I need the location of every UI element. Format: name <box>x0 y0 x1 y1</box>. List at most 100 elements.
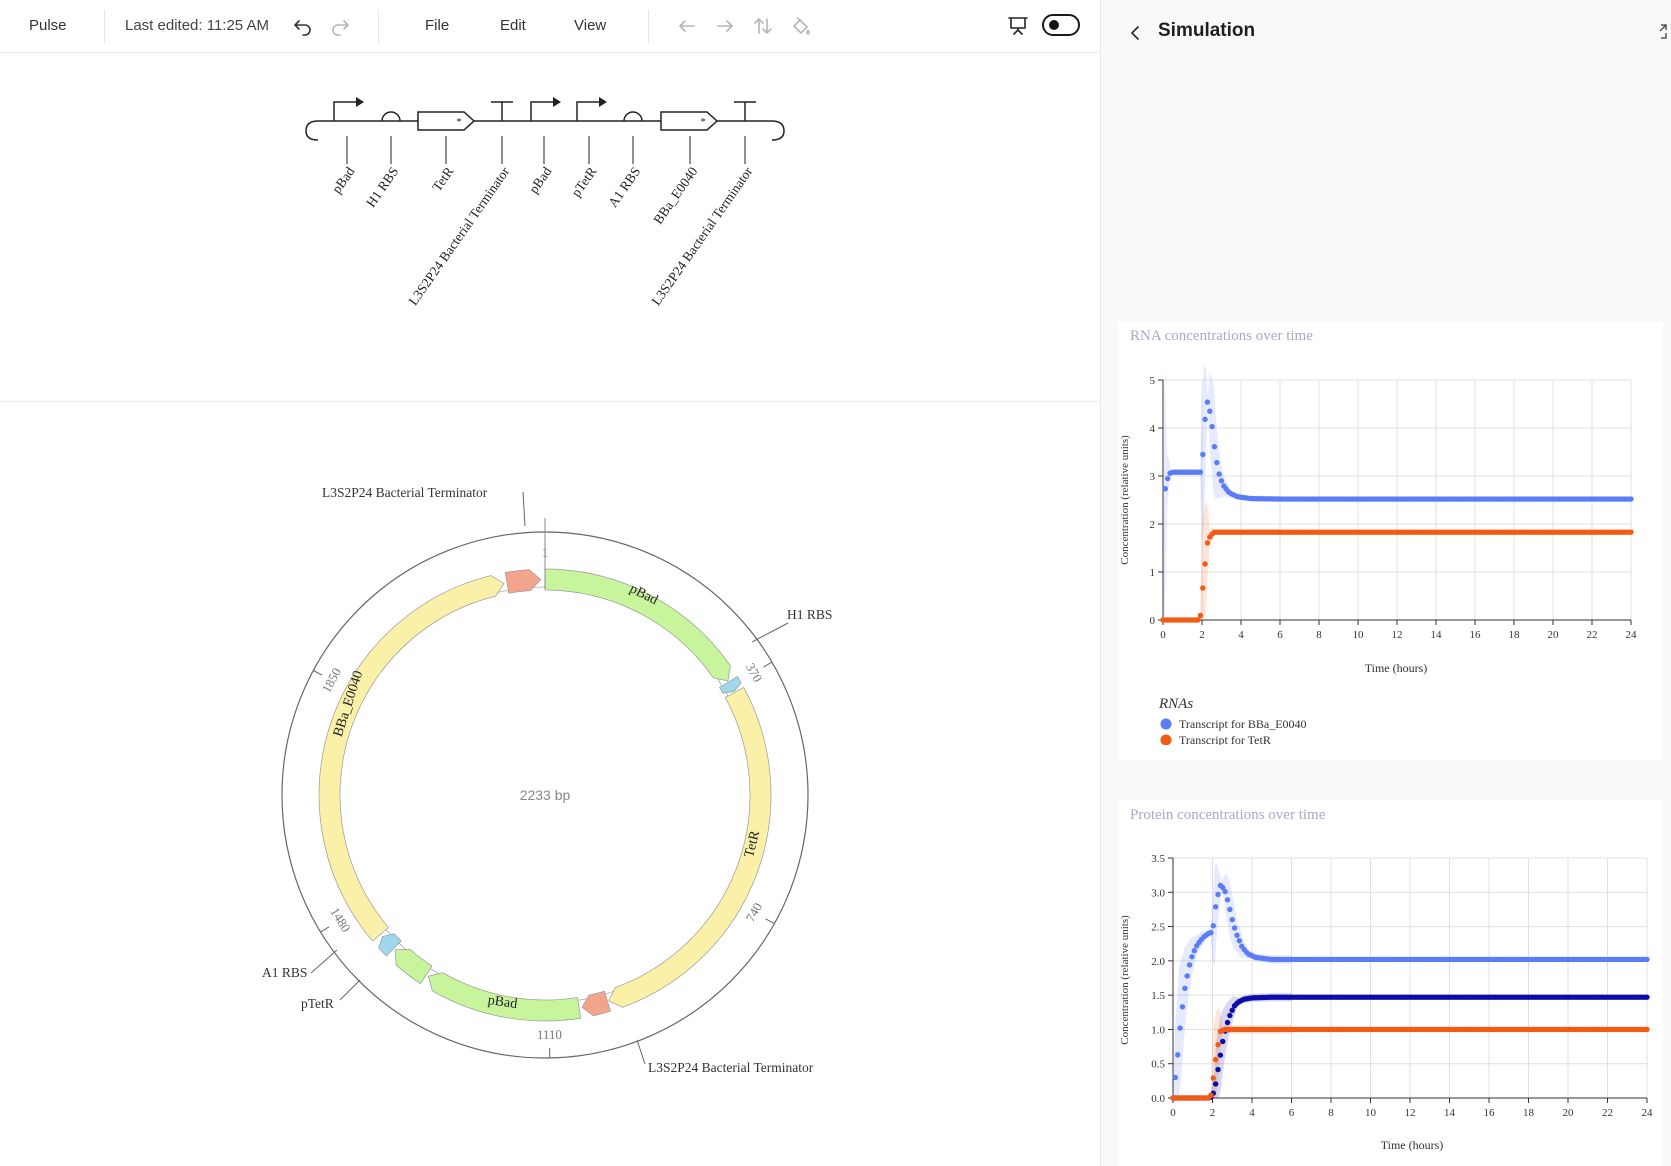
toggle-switch[interactable] <box>1042 14 1080 36</box>
sbol-design-canvas[interactable]: * * pBad H1 RBS TetR L3S2P24 Bacterial T… <box>0 55 1100 355</box>
y-tick-label: 3.0 <box>1151 887 1165 899</box>
toggle-knob <box>1049 20 1059 30</box>
protein-tick-labels: 0 2 4 6 8 10 12 14 16 18 20 22 240.00.51.01.52.02.53… <box>1151 853 1653 1119</box>
series-band <box>1173 863 1292 1098</box>
undo-icon[interactable] <box>290 13 316 39</box>
outer-label-terminator-bottom[interactable]: L3S2P24 Bacterial Terminator <box>648 1060 814 1075</box>
promoter-glyph-2 <box>530 101 553 121</box>
protein-chart[interactable]: 0 2 4 6 8 10 12 14 16 18 20 22 240.00.51.01.52.02.53… <box>1110 835 1665 1166</box>
panel-title: Simulation <box>1158 20 1256 41</box>
x-tick-label: 8 <box>1328 1107 1334 1119</box>
last-edited-label: Last edited: 11:25 AM <box>125 17 269 34</box>
y-tick-label: 2 <box>1150 519 1156 531</box>
toolbar: Pulse Last edited: 11:25 AM File Edit Vi… <box>0 0 1100 53</box>
x-tick-label: 16 <box>1484 1107 1496 1119</box>
x-tick-label: 24 <box>1626 629 1638 641</box>
arrow-left-icon[interactable] <box>674 13 700 39</box>
data-point <box>1210 923 1216 929</box>
data-point <box>1234 932 1240 938</box>
sbol-label-a1-rbs: A1 RBS <box>605 164 643 210</box>
sbol-label-pbad-2: pBad <box>526 164 555 196</box>
data-point <box>1227 1012 1233 1019</box>
data-point <box>1211 444 1218 450</box>
data-point <box>1208 929 1214 936</box>
tick-label: 740 <box>743 900 766 924</box>
arrow-right-icon[interactable] <box>712 13 738 39</box>
tick-mark <box>765 918 775 925</box>
feature-tetr[interactable] <box>608 686 772 1008</box>
protein-xlabel: Time (hours) <box>1381 1138 1444 1152</box>
data-point <box>1224 1019 1231 1026</box>
toolbar-divider <box>104 10 105 44</box>
data-point <box>1215 891 1221 898</box>
data-point <box>1628 496 1634 502</box>
sort-icon[interactable] <box>750 13 776 39</box>
data-point <box>1179 1004 1186 1010</box>
menu-edit[interactable]: Edit <box>500 17 526 34</box>
feature-bba-e0040[interactable] <box>318 575 505 942</box>
presentation-icon[interactable] <box>1005 13 1031 39</box>
outer-label-ptetr[interactable]: pTetR <box>301 996 334 1011</box>
expand-icon[interactable] <box>1655 22 1671 42</box>
data-point <box>1644 1026 1650 1033</box>
data-point <box>1202 561 1208 567</box>
data-point <box>1216 471 1222 477</box>
feature-terminator-1[interactable] <box>581 990 611 1017</box>
cds-glyph-1 <box>417 111 476 131</box>
data-point <box>1229 917 1235 923</box>
protein-grid <box>1168 857 1648 1103</box>
x-tick-label: 6 <box>1277 629 1283 641</box>
cds-glyph-2 <box>660 111 719 131</box>
protein-chart-card <box>1118 800 1663 1166</box>
tick-mark <box>320 926 330 933</box>
promoter-arrowhead-3 <box>599 97 607 107</box>
y-tick-label: 0 <box>1150 615 1156 627</box>
app-name[interactable]: Pulse <box>29 17 67 34</box>
feature-terminator-2[interactable] <box>504 569 542 594</box>
feature-h1-rbs[interactable] <box>719 675 742 694</box>
redo-icon[interactable] <box>327 13 353 39</box>
y-tick-label: 3 <box>1150 471 1156 483</box>
promoter-glyph-3 <box>576 101 599 121</box>
protein-ylabel: Concentration (relative units) <box>1119 915 1131 1045</box>
feature-ptetr[interactable] <box>394 948 433 985</box>
y-tick-label: 4 <box>1150 423 1156 435</box>
callout-line <box>310 949 338 974</box>
y-tick-label: 2.5 <box>1151 922 1165 934</box>
feature-pbad-2[interactable] <box>427 972 582 1022</box>
x-tick-label: 10 <box>1365 1107 1377 1119</box>
menu-view[interactable]: View <box>574 17 607 34</box>
data-point <box>1212 1056 1219 1063</box>
sbol-label-tetr: TetR <box>429 164 456 194</box>
x-tick-label: 22 <box>1602 1107 1613 1119</box>
data-point <box>1177 1025 1183 1031</box>
plasmid-map[interactable]: 1370740111014801850 2233 bp L3S2P24 Bact… <box>0 402 1100 1166</box>
data-point <box>1195 617 1201 623</box>
data-point <box>1229 1007 1235 1013</box>
sbol-label-ptetr: pTetR <box>568 164 599 199</box>
sbol-label-h1-rbs: H1 RBS <box>363 164 401 210</box>
x-tick-label: 20 <box>1548 629 1560 641</box>
tick-label: 1110 <box>537 1027 562 1042</box>
feature-pbad-1[interactable] <box>544 568 731 682</box>
outer-label-terminator-top[interactable]: L3S2P24 Bacterial Terminator <box>322 485 488 500</box>
feature-a1-rbs[interactable] <box>378 933 402 957</box>
data-point <box>1200 585 1206 591</box>
outer-label-h1-rbs[interactable]: H1 RBS <box>787 607 832 622</box>
outer-label-a1-rbs[interactable]: A1 RBS <box>262 965 307 980</box>
x-tick-label: 10 <box>1353 629 1365 641</box>
series-band <box>1163 500 1280 620</box>
paint-bucket-icon[interactable] <box>788 13 814 39</box>
legend-item-bba-e0040[interactable]: Transcript for BBa_E0040 <box>1179 717 1307 731</box>
x-tick-label: 4 <box>1238 629 1244 641</box>
x-tick-label: 12 <box>1405 1107 1416 1119</box>
y-tick-label: 0.0 <box>1151 1093 1165 1105</box>
data-point <box>1182 985 1188 991</box>
legend-item-tetr[interactable]: Transcript for TetR <box>1179 733 1271 745</box>
protein-confidence-bands <box>1173 863 1292 1098</box>
menu-file[interactable]: File <box>425 17 450 34</box>
chevron-left-icon[interactable] <box>1124 22 1146 44</box>
promoter-arrowhead-2 <box>553 97 561 107</box>
